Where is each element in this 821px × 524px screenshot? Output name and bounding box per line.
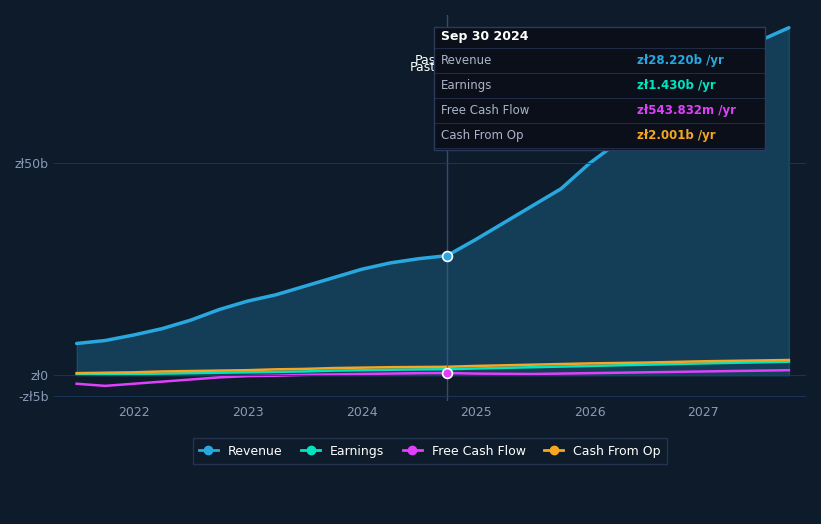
- Text: Cash From Op: Cash From Op: [441, 129, 524, 142]
- Text: zł2.001b /yr: zł2.001b /yr: [637, 129, 715, 142]
- Text: Past: Past: [415, 53, 442, 67]
- Text: Revenue: Revenue: [441, 53, 493, 67]
- Text: Earnings: Earnings: [441, 79, 493, 92]
- Text: Past: Past: [410, 61, 436, 74]
- Text: zł1.430b /yr: zł1.430b /yr: [637, 79, 716, 92]
- Text: Free Cash Flow: Free Cash Flow: [441, 104, 530, 117]
- Text: Sep 30 2024: Sep 30 2024: [441, 30, 529, 43]
- Legend: Revenue, Earnings, Free Cash Flow, Cash From Op: Revenue, Earnings, Free Cash Flow, Cash …: [193, 439, 667, 464]
- Text: zł28.220b /yr: zł28.220b /yr: [637, 53, 723, 67]
- Point: [440, 369, 453, 377]
- Text: zł543.832m /yr: zł543.832m /yr: [637, 104, 736, 117]
- Point: [440, 252, 453, 260]
- Text: Analysts Forecasts: Analysts Forecasts: [458, 61, 575, 74]
- FancyBboxPatch shape: [433, 27, 764, 150]
